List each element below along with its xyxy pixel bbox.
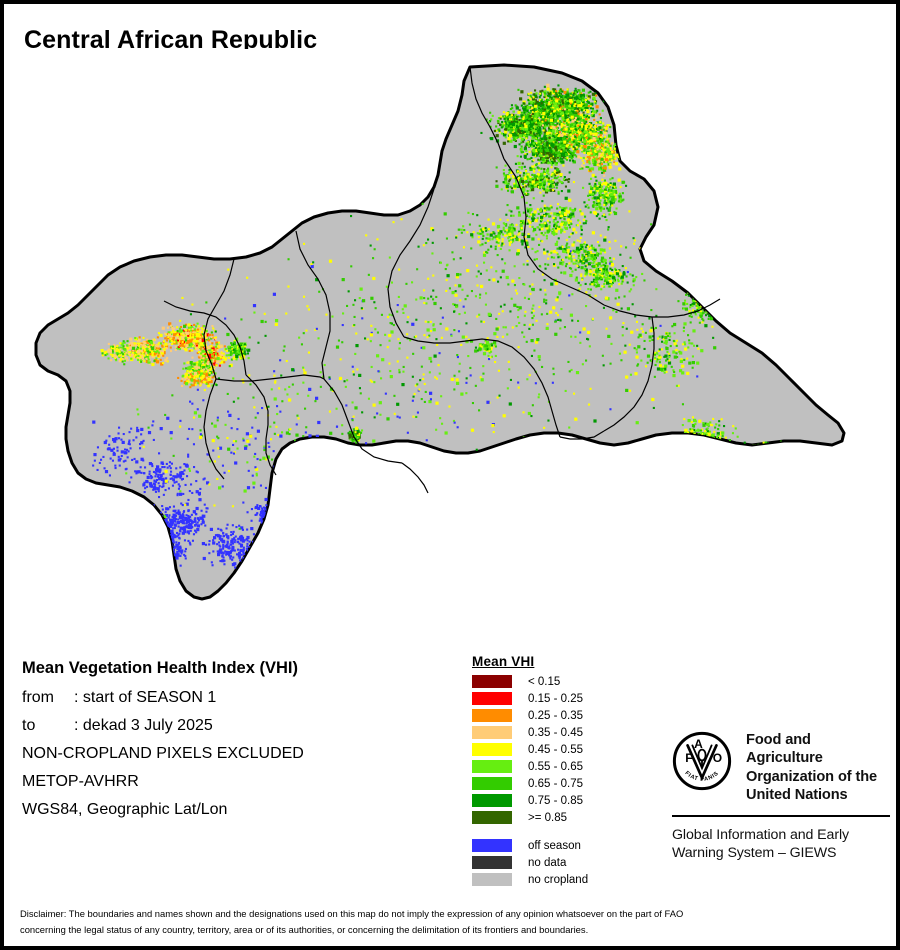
legend-swatch-icon [472,709,512,722]
info-title: Mean Vegetation Health Index (VHI) [22,659,298,677]
info-cropland-note: NON-CROPLAND PIXELS EXCLUDED [22,745,304,762]
disclaimer: Disclaimer: The boundaries and names sho… [20,906,882,937]
admin-boundaries [163,66,721,494]
legend-swatch-icon [472,873,512,886]
legend-class-label: >= 0.85 [528,811,568,824]
info-from-value: : start of SEASON 1 [74,689,217,706]
fao-giews-line1: Global Information and Early [672,826,850,843]
map-legend: Mean VHI < 0.15 0.15 - 0.25 0.25 - 0.35 0.3… [472,654,662,889]
legend-special-label: off season [528,839,581,852]
legend-class-row[interactable]: < 0.15 [472,674,662,689]
disclaimer-line2: concerning the legal status of any count… [20,923,589,935]
fao-org-line1: Food and Agriculture [746,732,823,767]
map-svg [4,49,896,639]
legend-special-list: off season no data no cropland [472,838,662,887]
fao-org-line2: Organization of the [746,768,878,785]
legend-swatch-icon [472,856,512,869]
info-from-row: from : start of SEASON 1 [22,689,452,707]
legend-swatch-icon [472,743,512,756]
legend-class-label: 0.75 - 0.85 [528,794,583,807]
map-info-block: Mean Vegetation Health Index (VHI) from … [22,659,452,829]
legend-class-row[interactable]: 0.45 - 0.55 [472,742,662,757]
legend-special-row[interactable]: no cropland [472,872,662,887]
fao-logo-icon: F A O FIAT PANIS [672,731,732,791]
info-to-value: : dekad 3 July 2025 [74,717,213,734]
legend-class-label: 0.25 - 0.35 [528,709,583,722]
legend-class-row[interactable]: 0.65 - 0.75 [472,776,662,791]
disclaimer-line1: Disclaimer: The boundaries and names sho… [20,908,684,919]
info-to-row: to : dekad 3 July 2025 [22,717,452,735]
legend-special-row[interactable]: off season [472,838,662,853]
legend-swatch-icon [472,811,512,824]
info-to-label: to [22,717,36,734]
legend-swatch-icon [472,839,512,852]
legend-class-label: 0.65 - 0.75 [528,777,583,790]
fao-org-line3: United Nations [746,787,848,804]
legend-class-label: 0.15 - 0.25 [528,692,583,705]
fao-divider [672,814,890,817]
legend-class-list: < 0.15 0.15 - 0.25 0.25 - 0.35 0.35 - 0.45 0… [472,674,662,825]
info-projection: WGS84, Geographic Lat/Lon [22,801,228,818]
legend-spacer [472,827,662,838]
fao-branding: F A O FIAT PANIS Food and Agriculture Or… [672,731,890,862]
map-canvas[interactable] [4,49,896,639]
legend-class-row[interactable]: 0.25 - 0.35 [472,708,662,723]
legend-class-label: < 0.15 [528,675,561,688]
legend-special-label: no cropland [528,873,589,886]
legend-swatch-icon [472,794,512,807]
fao-org-name: Food and Agriculture Organization of the… [746,731,890,805]
legend-class-label: 0.35 - 0.45 [528,726,583,739]
legend-swatch-icon [472,675,512,688]
info-sensor: METOP-AVHRR [22,773,139,790]
fao-top-row: F A O FIAT PANIS Food and Agriculture Or… [672,731,890,805]
legend-special-label: no data [528,856,567,869]
legend-swatch-icon [472,692,512,705]
legend-class-row[interactable]: 0.75 - 0.85 [472,793,662,808]
legend-class-label: 0.45 - 0.55 [528,743,583,756]
legend-class-row[interactable]: 0.15 - 0.25 [472,691,662,706]
legend-swatch-icon [472,726,512,739]
legend-class-row[interactable]: >= 0.85 [472,810,662,825]
legend-special-row[interactable]: no data [472,855,662,870]
fao-giews-line2: Warning System – GIEWS [672,844,837,861]
legend-title: Mean VHI [472,654,535,669]
legend-swatch-icon [472,760,512,773]
legend-class-row[interactable]: 0.55 - 0.65 [472,759,662,774]
legend-swatch-icon [472,777,512,790]
info-from-label: from [22,689,54,706]
fao-giews-name: Global Information and Early Warning Sys… [672,826,890,863]
legend-class-row[interactable]: 0.35 - 0.45 [472,725,662,740]
legend-class-label: 0.55 - 0.65 [528,760,583,773]
